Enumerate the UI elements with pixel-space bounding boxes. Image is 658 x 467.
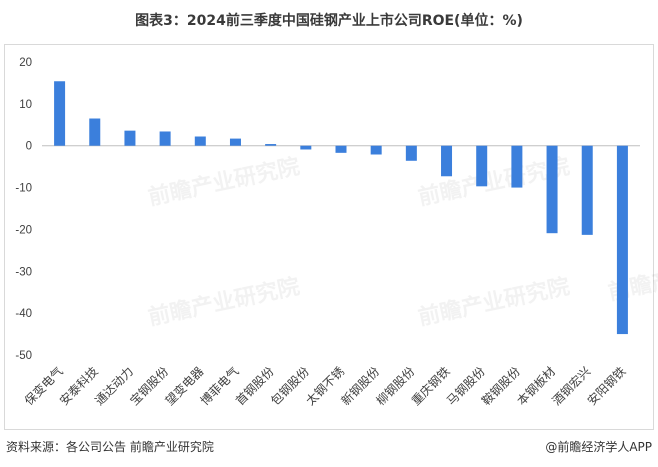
bar-鞍钢股份 [511,145,523,188]
bar-酒钢宏兴 [581,145,593,235]
x-tick-label: 安阳钢铁 [584,364,629,409]
y-tick-label: -10 [15,183,32,195]
watermark: 前瞻产业研究院 [606,248,658,305]
y-tick-label: -50 [15,350,32,362]
watermark: 前瞻产业研究院 [416,273,572,330]
y-tick-label: 20 [19,57,32,69]
bar-望变电器 [194,136,206,146]
bar-通达动力 [124,130,136,146]
y-tick-label: -30 [15,266,32,278]
brand-label: @前瞻经济学人APP [545,440,652,454]
bar-重庆钢铁 [441,145,453,177]
y-tick-label: -40 [15,308,32,320]
chart-frame [4,44,654,430]
y-tick-label: 10 [19,99,32,111]
bar-新钢股份 [370,145,382,155]
bar-柳钢股份 [405,145,417,161]
bar-本钢板材 [546,145,558,234]
chart-title: 图表3：2024前三季度中国硅钢产业上市公司ROE(单位：%) [135,13,523,29]
bar-包钢股份 [300,145,312,150]
source-note: 资料来源：各公司公告 前瞻产业研究院 [6,440,214,454]
bar-博菲电气 [229,138,241,146]
bar-宝钢股份 [159,131,171,146]
bar-首钢股份 [265,144,277,146]
watermark: 前瞻产业研究院 [146,153,302,210]
watermark: 前瞻产业研究院 [146,273,302,330]
bar-安阳钢铁 [616,145,628,335]
bar-太钢不锈 [335,145,347,153]
y-tick-label: -20 [15,224,32,236]
bar-马钢股份 [476,145,488,187]
bar-安泰科技 [89,118,101,146]
bar-保变电气 [54,81,66,146]
y-tick-label: 0 [26,141,32,153]
